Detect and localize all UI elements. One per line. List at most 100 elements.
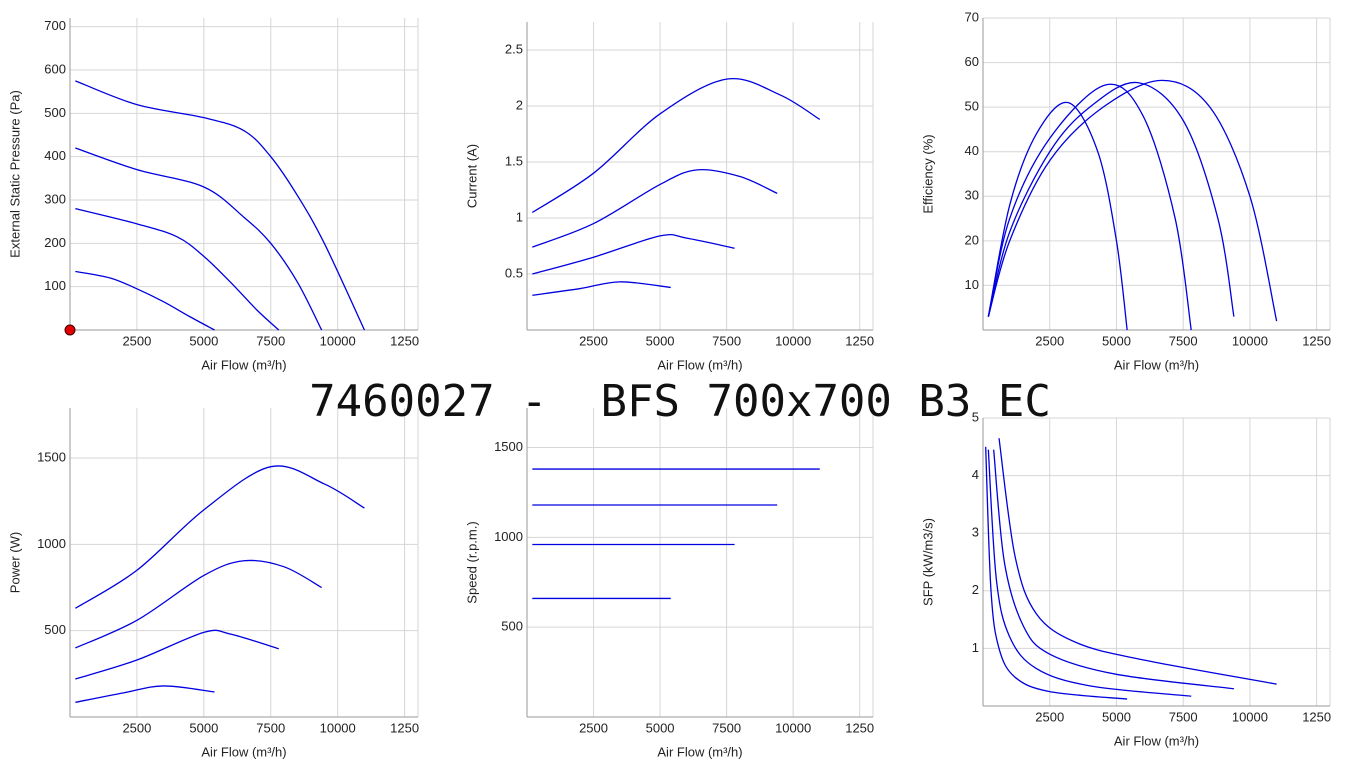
x-tick-label: 7500 <box>712 333 741 348</box>
x-tick-label: 10000 <box>320 333 356 348</box>
curve <box>993 449 1234 690</box>
curve <box>987 83 1192 331</box>
x-tick-label: 7500 <box>1169 333 1198 348</box>
y-tick-label: 1500 <box>37 449 66 464</box>
y-tick-label: 3 <box>972 525 979 540</box>
curve <box>75 629 279 680</box>
x-tick-label: 5000 <box>189 333 218 348</box>
curve <box>75 465 365 609</box>
chart: 2500 5000 7500 10000 1250 1 2 3 4 5 Air Flow (m³/h… <box>920 409 1331 748</box>
curve <box>987 449 1192 697</box>
y-tick-label: 2.5 <box>505 41 523 56</box>
y-tick-label: 30 <box>965 188 979 203</box>
x-tick-label: 1250 <box>390 333 419 348</box>
y-tick-label: 50 <box>965 99 979 114</box>
y-tick-label: 1 <box>516 209 523 224</box>
y-tick-label: 1.5 <box>505 153 523 168</box>
x-tick-label: 2500 <box>122 333 151 348</box>
page-title: 7460027 - BFS 700x700 B3 EC <box>309 376 1051 427</box>
x-tick-label: 10000 <box>320 720 356 735</box>
y-tick-label: 500 <box>44 622 66 637</box>
y-tick-label: 1500 <box>494 439 523 454</box>
operating-point <box>64 324 76 336</box>
curve <box>987 79 1278 322</box>
y-tick-label: 700 <box>44 18 66 33</box>
x-tick-label: 1250 <box>1302 709 1331 724</box>
curve <box>987 81 1235 317</box>
y-axis-label: Speed (r.p.m.) <box>464 521 479 603</box>
y-tick-label: 600 <box>44 61 66 76</box>
x-tick-label: 1250 <box>1302 333 1331 348</box>
x-tick-label: 7500 <box>1169 709 1198 724</box>
curve <box>987 101 1128 331</box>
x-tick-label: 10000 <box>1232 333 1268 348</box>
y-tick-label: 100 <box>44 278 66 293</box>
curve <box>532 281 671 296</box>
curve <box>75 208 280 331</box>
x-tick-label: 7500 <box>256 333 285 348</box>
x-tick-label: 5000 <box>1102 333 1131 348</box>
curve <box>532 233 735 275</box>
x-tick-label: 5000 <box>1102 709 1131 724</box>
x-tick-label: 2500 <box>1035 709 1064 724</box>
y-tick-label: 300 <box>44 191 66 206</box>
curve <box>532 168 778 248</box>
x-axis-label: Air Flow (m³/h) <box>201 744 286 759</box>
x-tick-label: 5000 <box>646 720 675 735</box>
curve <box>75 147 323 331</box>
curve <box>75 80 366 331</box>
chart: 2500 5000 7500 10000 1250 100 200 300 400 500 600 7… <box>7 18 419 372</box>
x-tick-label: 2500 <box>122 720 151 735</box>
x-tick-label: 2500 <box>579 720 608 735</box>
chart: 2500 5000 7500 10000 1250 10 20 30 40 50 60 70 Air F… <box>920 9 1331 372</box>
y-tick-label: 0.5 <box>505 265 523 280</box>
y-tick-label: 200 <box>44 235 66 250</box>
x-tick-label: 1250 <box>845 720 874 735</box>
x-tick-label: 7500 <box>712 720 741 735</box>
y-tick-label: 20 <box>965 232 979 247</box>
x-axis-label: Air Flow (m³/h) <box>201 357 286 372</box>
y-axis-label: Efficiency (%) <box>920 134 935 213</box>
y-axis-label: Power (W) <box>7 532 22 593</box>
y-axis-label: SFP (kW/m3/s) <box>920 518 935 606</box>
curve <box>998 438 1277 685</box>
x-axis-label: Air Flow (m³/h) <box>1114 733 1199 748</box>
x-axis-label: Air Flow (m³/h) <box>657 357 742 372</box>
y-tick-label: 1000 <box>494 529 523 544</box>
x-tick-label: 1250 <box>390 720 419 735</box>
chart: 2500 5000 7500 10000 1250 500 1000 1500 Air Flow… <box>7 408 419 759</box>
y-tick-label: 400 <box>44 148 66 163</box>
x-tick-label: 5000 <box>189 720 218 735</box>
chart: 2500 5000 7500 10000 1250 500 1000 1500 Air Flow… <box>464 408 874 759</box>
y-tick-label: 5 <box>972 409 979 424</box>
x-tick-label: 10000 <box>1232 709 1268 724</box>
x-axis-label: Air Flow (m³/h) <box>657 744 742 759</box>
x-tick-label: 1250 <box>845 333 874 348</box>
y-tick-label: 2 <box>516 97 523 112</box>
y-tick-label: 60 <box>965 54 979 69</box>
curve <box>531 77 821 213</box>
chart: 2500 5000 7500 10000 1250 0.5 1 1.5 2 2.5 Air Flow… <box>464 22 874 372</box>
x-tick-label: 7500 <box>256 720 285 735</box>
y-tick-label: 70 <box>965 9 979 24</box>
y-tick-label: 10 <box>965 277 979 292</box>
x-tick-label: 5000 <box>646 333 675 348</box>
y-tick-label: 2 <box>972 582 979 597</box>
y-tick-label: 500 <box>44 105 66 120</box>
curve <box>75 685 215 703</box>
x-tick-label: 10000 <box>775 333 811 348</box>
x-tick-label: 2500 <box>1035 333 1064 348</box>
x-tick-label: 10000 <box>775 720 811 735</box>
y-axis-label: Current (A) <box>464 144 479 208</box>
x-axis-label: Air Flow (m³/h) <box>1114 357 1199 372</box>
y-tick-label: 40 <box>965 143 979 158</box>
y-tick-label: 4 <box>972 467 979 482</box>
curve <box>75 270 215 331</box>
y-tick-label: 1 <box>972 640 979 655</box>
curve <box>75 559 322 649</box>
x-tick-label: 2500 <box>579 333 608 348</box>
y-tick-label: 500 <box>501 619 523 634</box>
y-axis-label: External Static Pressure (Pa) <box>7 90 22 258</box>
curve <box>985 446 1128 700</box>
